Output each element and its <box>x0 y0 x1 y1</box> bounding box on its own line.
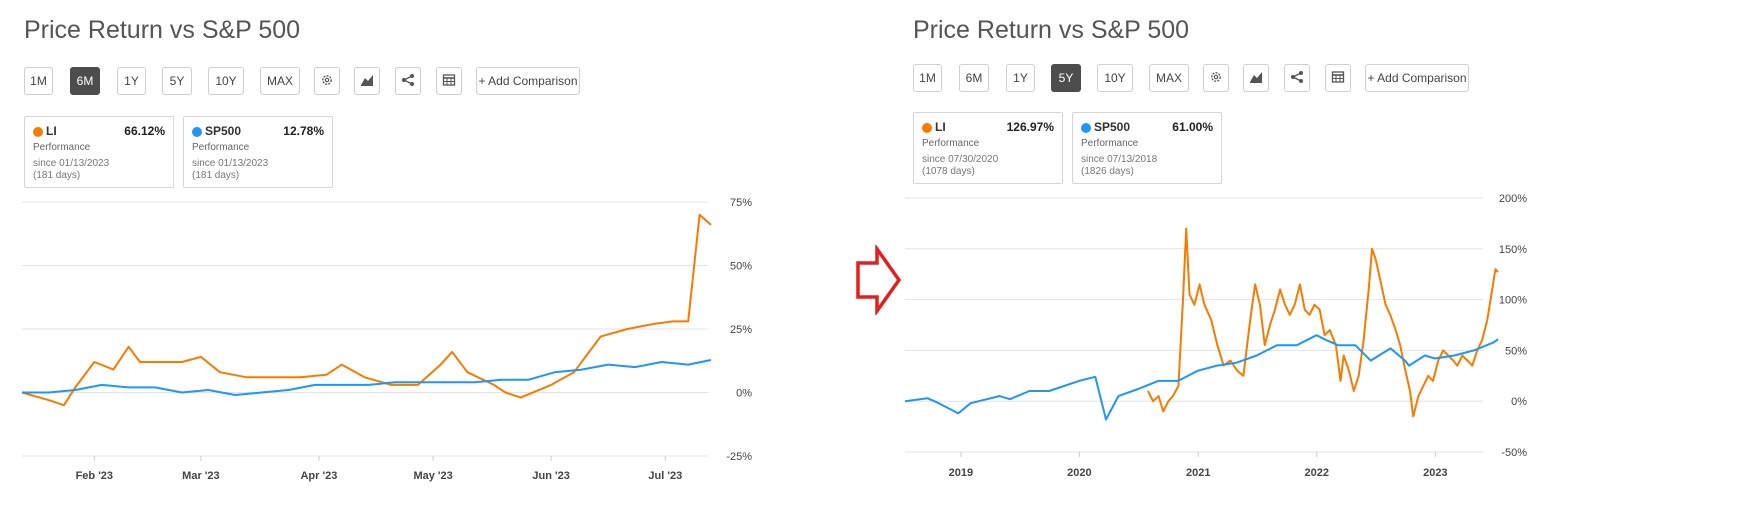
share-button[interactable] <box>1284 64 1310 92</box>
y-tick-label: 200% <box>1499 193 1527 205</box>
period-max-button[interactable]: MAX <box>1149 64 1189 92</box>
x-tick-label: 2022 <box>1305 467 1329 479</box>
period-max-button[interactable]: MAX <box>260 67 300 95</box>
card-perf-label: Performance <box>192 142 250 153</box>
x-tick-label: Jul '23 <box>648 470 682 482</box>
x-tick-label: 2019 <box>949 467 973 479</box>
card-since: since 01/13/2023 <box>192 158 269 169</box>
y-tick-label: 25% <box>730 324 752 336</box>
settings-icon <box>1209 70 1223 87</box>
x-tick-label: Feb '23 <box>76 470 113 482</box>
chart-type-button[interactable] <box>354 67 380 95</box>
period-6m-button[interactable]: 6M <box>70 67 100 95</box>
card-since: since 07/13/2018 <box>1081 154 1158 165</box>
line-chart-6m: 75% 50% 25% 0% -25% Feb '23 Mar '23 Apr '23 May … <box>21 197 752 482</box>
chart-type-button[interactable] <box>1243 64 1269 92</box>
chart-type-icon <box>1249 70 1263 87</box>
y-tick-label: 150% <box>1499 244 1527 256</box>
card-since: since 01/13/2023 <box>33 158 110 169</box>
period-5y-button[interactable]: 5Y <box>1051 64 1081 92</box>
page-title: Price Return vs S&P 500 <box>24 16 301 44</box>
series-color-dot <box>1081 123 1091 133</box>
period-1y-button[interactable]: 1Y <box>117 67 146 95</box>
y-tick-label: 0% <box>1511 396 1527 408</box>
settings-button[interactable] <box>1203 64 1229 92</box>
series-line-li <box>21 213 712 407</box>
add-comparison-button[interactable]: + Add Comparison <box>1365 64 1469 92</box>
share-icon <box>1290 70 1304 87</box>
period-1m-button[interactable]: 1M <box>913 64 942 92</box>
x-tick-label: 2020 <box>1067 467 1091 479</box>
y-tick-label: 0% <box>736 388 752 400</box>
share-icon <box>401 73 415 90</box>
settings-icon <box>320 73 334 90</box>
card-days: (1078 days) <box>922 166 975 177</box>
series-color-dot <box>192 127 202 137</box>
share-button[interactable] <box>395 67 421 95</box>
performance-card-li: LI 126.97% Performance since 07/30/2020 … <box>913 112 1063 184</box>
period-1y-button[interactable]: 1Y <box>1006 64 1035 92</box>
card-ticker: SP500 <box>205 124 242 138</box>
x-tick-label: Apr '23 <box>300 470 337 482</box>
card-days: (181 days) <box>192 170 240 181</box>
series-color-dot <box>33 127 43 137</box>
card-value: 66.12% <box>124 124 165 138</box>
line-chart-5y: 200% 150% 100% 50% 0% -50% 2019 2020 2021 2022 202… <box>905 193 1527 479</box>
card-perf-label: Performance <box>922 138 980 149</box>
performance-card-li: LI 66.12% Performance since 01/13/2023 (… <box>24 116 174 188</box>
performance-card-sp500: SP500 12.78% Performance since 01/13/202… <box>183 116 333 188</box>
period-10y-button[interactable]: 10Y <box>1097 64 1133 92</box>
y-tick-label: 50% <box>1505 345 1527 357</box>
chart-panel-6m: Price Return vs S&P 500 1M 6M 1Y 5Y 10Y … <box>0 0 820 507</box>
series-line-sp500 <box>22 359 712 396</box>
y-tick-label: 75% <box>730 197 752 209</box>
x-tick-label: 2021 <box>1186 467 1210 479</box>
add-comparison-button[interactable]: + Add Comparison <box>476 67 580 95</box>
card-days: (1826 days) <box>1081 166 1134 177</box>
x-tick-label: May '23 <box>413 470 452 482</box>
card-ticker: LI <box>935 120 946 134</box>
card-value: 12.78% <box>283 124 324 138</box>
chart-type-icon <box>360 73 374 90</box>
period-6m-button[interactable]: 6M <box>959 64 989 92</box>
arrow-right-icon <box>856 245 902 315</box>
series-line-sp500 <box>905 334 1499 421</box>
card-perf-label: Performance <box>1081 138 1139 149</box>
x-tick-label: 2023 <box>1423 467 1447 479</box>
series-line-li <box>1147 227 1499 418</box>
y-tick-label: -50% <box>1501 447 1527 459</box>
settings-button[interactable] <box>314 67 340 95</box>
period-5y-button[interactable]: 5Y <box>162 67 192 95</box>
chart-panel-5y: Price Return vs S&P 500 1M 6M 1Y 5Y 10Y … <box>905 0 1760 507</box>
x-tick-label: Jun '23 <box>532 470 569 482</box>
card-perf-label: Performance <box>33 142 91 153</box>
card-value: 126.97% <box>1006 120 1054 134</box>
x-tick-label: Mar '23 <box>182 470 219 482</box>
y-tick-label: -25% <box>726 451 752 463</box>
card-ticker: SP500 <box>1094 120 1131 134</box>
card-ticker: LI <box>46 124 57 138</box>
card-days: (181 days) <box>33 170 81 181</box>
table-button[interactable] <box>1325 64 1351 92</box>
series-color-dot <box>922 123 932 133</box>
page-title: Price Return vs S&P 500 <box>913 16 1190 44</box>
period-10y-button[interactable]: 10Y <box>208 67 244 95</box>
period-1m-button[interactable]: 1M <box>24 67 53 95</box>
table-icon <box>1331 70 1345 87</box>
table-icon <box>442 73 456 90</box>
table-button[interactable] <box>436 67 462 95</box>
performance-card-sp500: SP500 61.00% Performance since 07/13/201… <box>1072 112 1222 184</box>
y-tick-label: 100% <box>1499 295 1527 307</box>
y-tick-label: 50% <box>730 261 752 273</box>
card-value: 61.00% <box>1172 120 1213 134</box>
card-since: since 07/30/2020 <box>922 154 999 165</box>
